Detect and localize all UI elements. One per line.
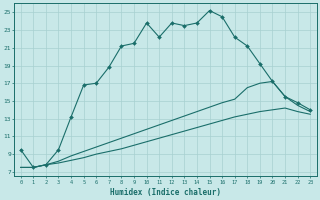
X-axis label: Humidex (Indice chaleur): Humidex (Indice chaleur): [110, 188, 221, 197]
